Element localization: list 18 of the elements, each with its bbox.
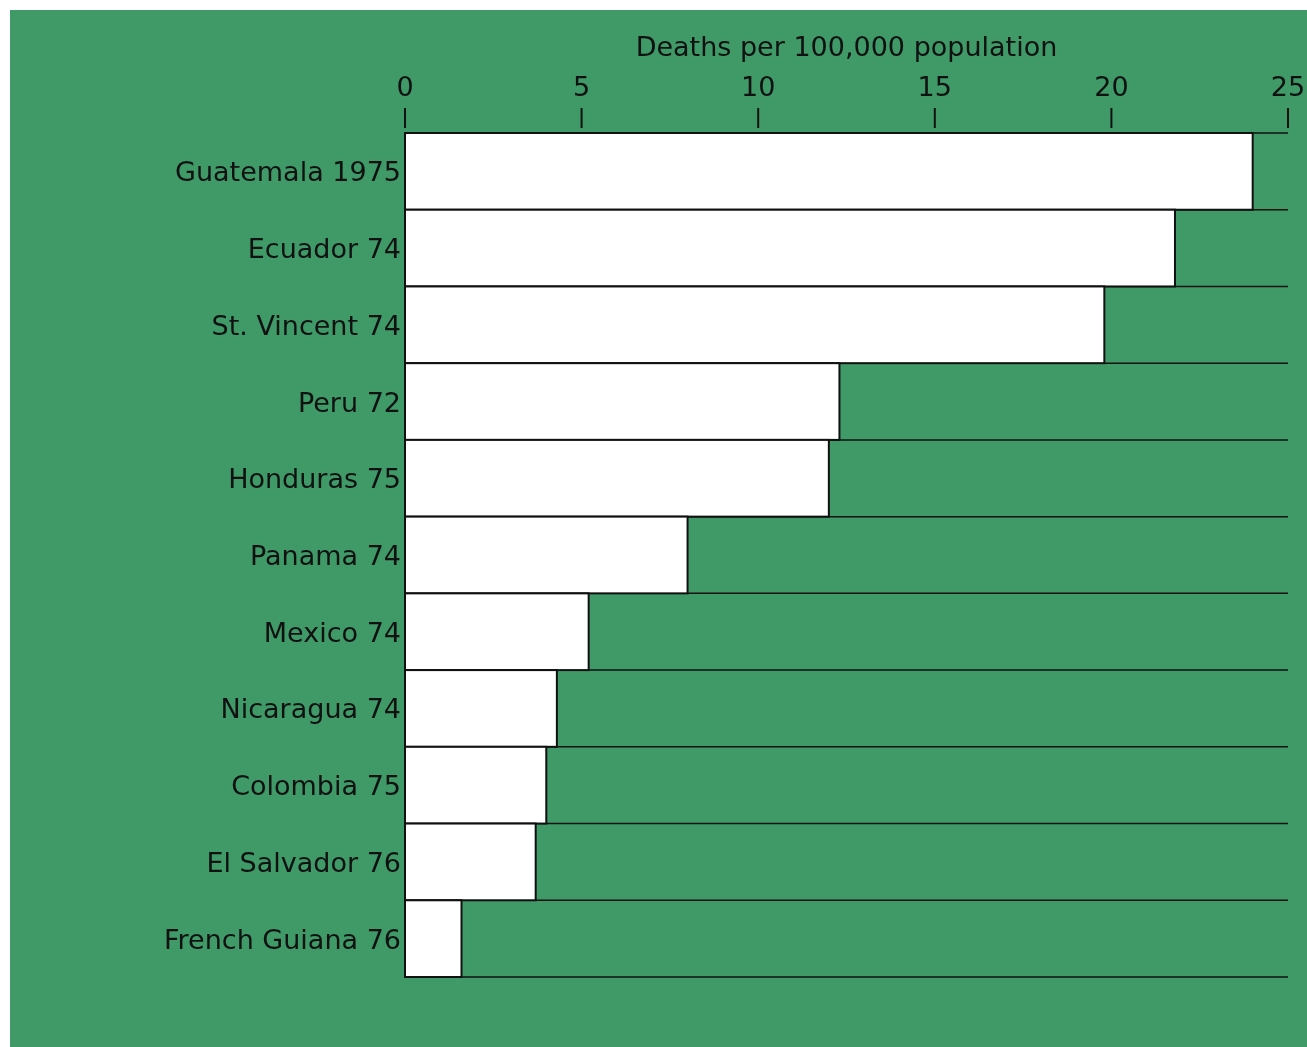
y-tick-label: French Guiana 76 bbox=[163, 923, 401, 955]
x-tick-label: 5 bbox=[573, 71, 591, 102]
y-tick-label: St. Vincent 74 bbox=[211, 309, 401, 341]
y-tick-label: Peru 72 bbox=[297, 386, 401, 418]
y-tick-label: Colombia 75 bbox=[231, 770, 401, 802]
y-tick-label: Nicaragua 74 bbox=[220, 693, 401, 725]
x-tick-label: 10 bbox=[741, 71, 776, 102]
x-axis-title: Deaths per 100,000 population bbox=[635, 31, 1058, 62]
x-tick-label: 15 bbox=[917, 71, 952, 102]
y-tick-label: Mexico 74 bbox=[263, 616, 401, 648]
y-tick-label: Honduras 75 bbox=[228, 463, 401, 495]
y-tick-label: Panama 74 bbox=[249, 540, 401, 571]
x-tick-label: 0 bbox=[396, 71, 414, 102]
y-tick-label: El Salvador 76 bbox=[206, 846, 401, 878]
x-tick-label: 20 bbox=[1094, 71, 1129, 102]
x-tick-label: 25 bbox=[1270, 71, 1306, 102]
y-tick-label: Guatemala 1975 bbox=[175, 156, 401, 188]
y-tick-label: Ecuador 74 bbox=[247, 233, 401, 265]
